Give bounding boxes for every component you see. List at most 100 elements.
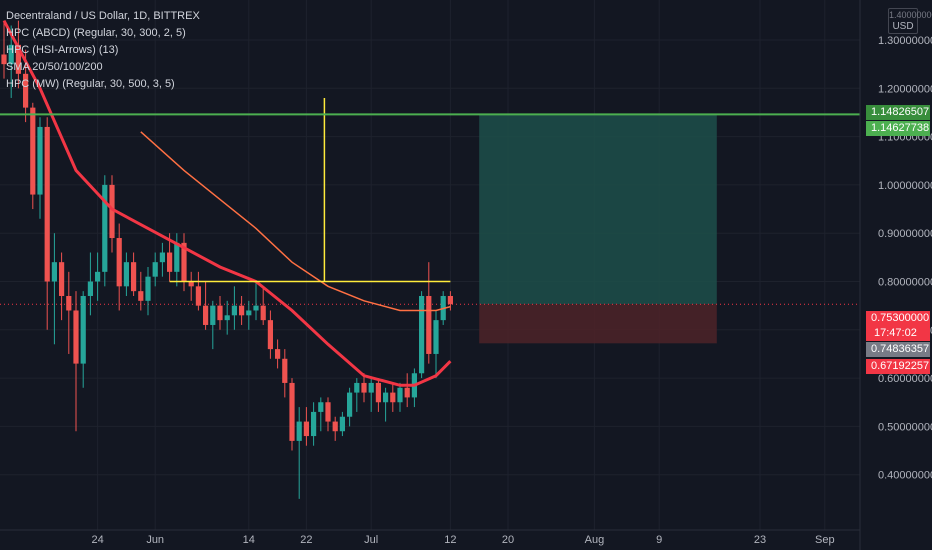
candle-body xyxy=(282,358,288,383)
indicator-hsi-arrows[interactable]: HPC (HSI-Arrows) (13) xyxy=(6,44,119,56)
candle-body xyxy=(109,184,115,239)
candle-body xyxy=(253,305,259,311)
candle-body xyxy=(131,262,137,292)
x-tick-label: Sep xyxy=(815,534,835,546)
price-tag-upper-b: 1.14627738 xyxy=(866,121,930,136)
candle-body xyxy=(275,349,281,359)
candle-body xyxy=(303,421,309,437)
price-tag-last: 0.75300000 xyxy=(866,311,930,326)
candle-body xyxy=(267,320,273,350)
price-tag-upper-a: 1.14826507 xyxy=(866,105,930,120)
candle-body xyxy=(80,295,86,364)
candle-body xyxy=(51,262,57,282)
chart-legend: Decentraland / US Dollar, 1D, BITTREX HP… xyxy=(6,8,200,93)
candle-body xyxy=(8,44,14,65)
candle-body xyxy=(152,262,158,277)
profit-zone xyxy=(479,114,717,305)
candle-body xyxy=(433,320,439,354)
candle-body xyxy=(311,411,317,437)
candle-body xyxy=(224,315,230,321)
candle-body xyxy=(347,392,353,417)
x-tick-label: 9 xyxy=(656,534,662,546)
candle-body xyxy=(44,126,50,282)
candle-body xyxy=(246,310,252,316)
candle-body xyxy=(231,305,237,316)
x-tick-label: Jun xyxy=(146,534,164,546)
candle-body xyxy=(375,382,381,403)
candle-body xyxy=(116,238,122,287)
candle-body xyxy=(447,295,453,305)
price-tag-stop: 0.67192257 xyxy=(866,359,930,374)
axis-top-label: 1.40000000 xyxy=(889,10,932,20)
sma-slow-line xyxy=(140,131,451,312)
candle-body xyxy=(332,421,338,432)
x-tick-label: 22 xyxy=(300,534,312,546)
candle-body xyxy=(15,44,21,74)
indicator-abcd[interactable]: HPC (ABCD) (Regular, 30, 300, 2, 5) xyxy=(6,27,186,39)
candle-body xyxy=(181,242,187,282)
y-tick-label: 0.90000000 xyxy=(878,228,932,240)
bar-countdown: 17:47:02 xyxy=(866,326,930,341)
y-tick-label: 0.80000000 xyxy=(878,277,932,289)
x-tick-label: Aug xyxy=(585,534,605,546)
x-tick-label: 24 xyxy=(91,534,103,546)
candle-body xyxy=(318,402,324,412)
y-tick-label: 1.20000000 xyxy=(878,83,932,95)
candle-body xyxy=(217,305,223,321)
y-tick-label: 1.00000000 xyxy=(878,180,932,192)
candle-body xyxy=(195,286,201,306)
candle-body xyxy=(188,281,194,287)
candle-body xyxy=(203,305,209,325)
candle-body xyxy=(419,295,425,374)
candle-body xyxy=(404,387,410,398)
candle-body xyxy=(339,416,345,432)
y-tick-label: 0.50000000 xyxy=(878,421,932,433)
candle-body xyxy=(426,295,432,354)
loss-zone xyxy=(479,304,717,344)
candle-body xyxy=(167,252,173,272)
x-tick-label: 12 xyxy=(444,534,456,546)
candle-body xyxy=(138,291,144,301)
currency-button[interactable]: 1.40000000 USD xyxy=(888,8,932,34)
candle-body xyxy=(239,305,245,316)
candle-body xyxy=(30,107,36,195)
candle-body xyxy=(59,262,65,296)
candle-body xyxy=(210,305,216,325)
candle-body xyxy=(325,402,331,422)
candle-body xyxy=(73,310,79,364)
x-tick-label: Jul xyxy=(364,534,378,546)
y-tick-label: 1.30000000 xyxy=(878,35,932,47)
price-tag-sma: 0.74836357 xyxy=(866,342,930,357)
candle-body xyxy=(23,73,29,108)
candle-body xyxy=(66,295,72,311)
symbol-title[interactable]: Decentraland / US Dollar, 1D, BITTREX xyxy=(6,10,200,22)
indicator-mw[interactable]: HPC (MW) (Regular, 30, 500, 3, 5) xyxy=(6,78,175,90)
candle-body xyxy=(296,421,302,441)
x-tick-label: 14 xyxy=(243,534,255,546)
candle-body xyxy=(159,252,165,263)
currency-label: USD xyxy=(892,21,914,32)
candle-body xyxy=(260,305,266,321)
y-tick-label: 0.60000000 xyxy=(878,373,932,385)
x-tick-label: 23 xyxy=(754,534,766,546)
candle-body xyxy=(361,382,367,393)
indicator-sma[interactable]: SMA 20/50/100/200 xyxy=(6,61,103,73)
candle-body xyxy=(95,271,101,282)
candle-body xyxy=(383,392,389,403)
y-tick-label: 0.40000000 xyxy=(878,470,932,482)
candle-body xyxy=(145,276,151,301)
candle-body xyxy=(390,392,396,403)
candle-body xyxy=(354,382,360,393)
candle-body xyxy=(368,382,374,393)
candle-body xyxy=(174,242,180,272)
candle-body xyxy=(102,184,108,272)
candle-body xyxy=(1,54,7,65)
candle-body xyxy=(87,281,93,296)
x-tick-label: 20 xyxy=(502,534,514,546)
candle-body xyxy=(397,387,403,403)
candle-body xyxy=(37,126,43,195)
candle-body xyxy=(123,262,129,287)
candle-body xyxy=(289,382,295,441)
